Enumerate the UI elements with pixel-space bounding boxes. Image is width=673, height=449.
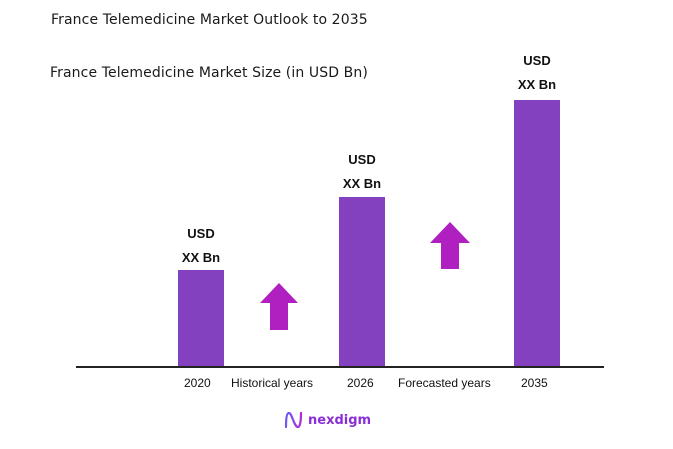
bar-2035 — [514, 100, 560, 367]
wave-n-logo-icon — [284, 411, 303, 429]
bar-label-currency: USD — [523, 53, 551, 68]
bar-2026 — [339, 197, 385, 367]
chart-title: France Telemedicine Market Outlook to 20… — [51, 12, 368, 28]
x-tick-2020: 2020 — [184, 376, 211, 390]
up-arrow-icon — [260, 283, 298, 330]
chart-subtitle: France Telemedicine Market Size (in USD … — [50, 65, 368, 81]
bar-label-value: XX Bn — [517, 77, 557, 92]
bar-label-2035: USD XX Bn — [497, 49, 577, 97]
x-axis-line — [76, 366, 604, 368]
x-tick-2035: 2035 — [521, 376, 548, 390]
bar-label-currency: USD — [187, 226, 215, 241]
x-label-forecasted-years: Forecasted years — [398, 376, 491, 390]
bar-label-value: XX Bn — [342, 176, 382, 191]
bar-label-value: XX Bn — [181, 250, 221, 265]
x-label-historical-years: Historical years — [231, 376, 314, 390]
x-tick-2026: 2026 — [347, 376, 374, 390]
bar-label-2026: USD XX Bn — [322, 148, 402, 196]
up-arrow-icon — [430, 222, 470, 269]
nexdigm-logo: nexdigm — [284, 411, 371, 429]
bar-2020 — [178, 270, 224, 367]
logo-text: nexdigm — [308, 412, 372, 428]
bar-label-currency: USD — [348, 152, 376, 167]
bar-label-2020: USD XX Bn — [161, 222, 241, 270]
